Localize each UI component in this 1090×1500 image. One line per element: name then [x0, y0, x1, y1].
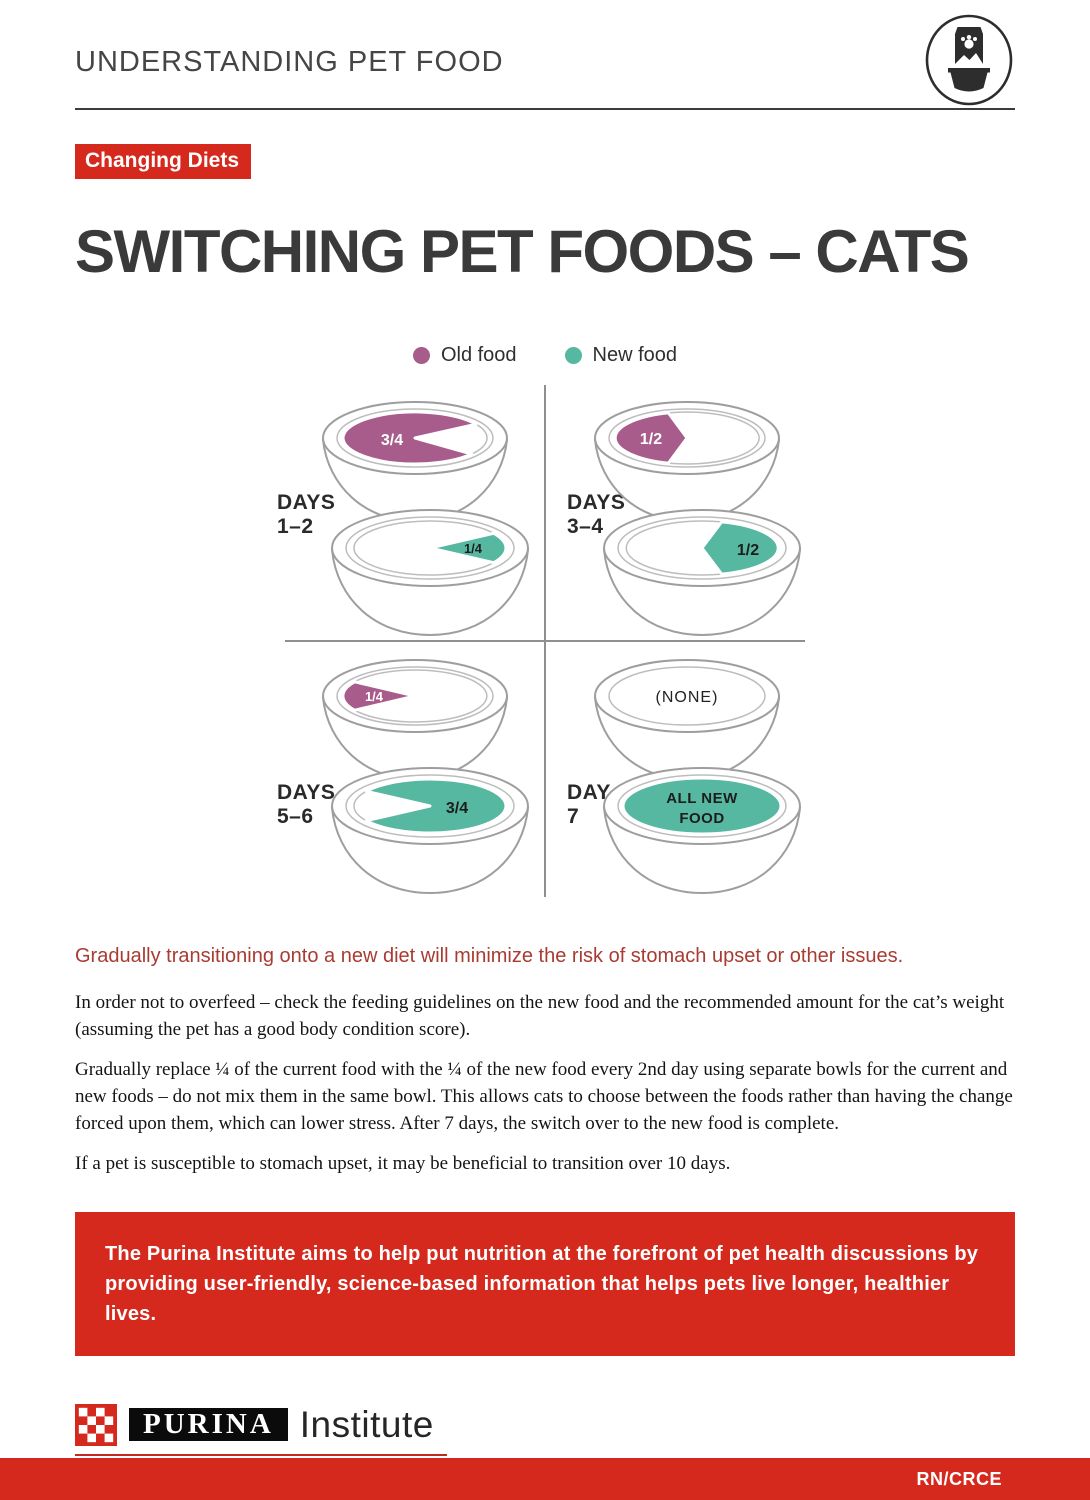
old-food-portion	[341, 410, 478, 466]
legend-old-label: Old food	[440, 344, 517, 366]
section-badge: Changing Diets	[75, 144, 252, 179]
quadrant-days-5-6: DAYS 5–6 1/4	[273, 641, 545, 899]
footer-bar: RN/CRCE	[0, 1458, 1090, 1500]
quadrant-label: DAYS 5–6	[277, 781, 336, 829]
old-food-bowl: 1/2	[593, 401, 781, 523]
body-text: In order not to overfeed – check the fee…	[75, 990, 1015, 1178]
paragraph-3: If a pet is susceptible to stomach upset…	[75, 1152, 731, 1174]
new-food-portion	[700, 520, 780, 576]
legend-new-food: New food	[564, 344, 678, 367]
quadrant-label: DAYS 1–2	[277, 491, 336, 539]
purina-wordmark: PURINA	[129, 1408, 288, 1442]
quadrant-days-3-4: DAYS 3–4 1/2	[545, 383, 817, 641]
mission-banner: The Purina Institute aims to help put nu…	[75, 1211, 1015, 1356]
header: UNDERSTANDING PET FOOD	[75, 0, 1015, 108]
logo-divider	[75, 1453, 447, 1456]
pet-food-bag-and-bowl-icon	[923, 13, 1015, 112]
old-food-bowl: (NONE)	[593, 659, 781, 781]
portion-value: 1/2	[737, 542, 759, 559]
new-food-bowl: 1/4	[330, 509, 530, 637]
portion-value: (NONE)	[656, 689, 719, 706]
legend: Old food New food	[75, 344, 1015, 367]
old-food-bowl: 3/4	[321, 401, 509, 523]
portion-value-line2: FOOD	[679, 810, 724, 827]
header-divider	[75, 108, 1015, 110]
highlight-sentence: Gradually transitioning onto a new diet …	[75, 945, 904, 967]
new-food-bowl: ALL NEW FOOD	[602, 767, 802, 895]
old-food-bowl: 1/4	[321, 659, 509, 781]
institute-wordmark: Institute	[299, 1403, 434, 1445]
main-title: SWITCHING PET FOODS – CATS	[75, 218, 970, 285]
legend-new-label: New food	[592, 344, 678, 366]
old-food-portion	[613, 411, 689, 465]
quadrant-label: DAYS 3–4	[567, 491, 626, 539]
new-food-portion	[621, 776, 783, 836]
page-title: UNDERSTANDING PET FOOD	[75, 45, 504, 78]
legend-old-food: Old food	[412, 344, 517, 367]
new-food-portion	[428, 531, 508, 565]
new-food-bowl: 1/2	[602, 509, 802, 637]
portion-value: 3/4	[446, 800, 468, 817]
quadrant-days-1-2: DAYS 1–2 3/4	[273, 383, 545, 641]
new-food-portion	[364, 777, 508, 835]
new-food-dot-icon	[564, 347, 582, 364]
horizontal-divider	[285, 640, 805, 642]
portion-value: 1/4	[464, 541, 483, 556]
quadrant-label: DAY 7	[567, 781, 611, 829]
portion-value: 1/2	[640, 431, 662, 448]
new-food-bowl: 3/4	[330, 767, 530, 895]
portion-value: 1/4	[365, 689, 384, 704]
quadrant-day-7: DAY 7 (NONE) ALL NEW	[545, 641, 817, 899]
portion-value-line1: ALL NEW	[666, 790, 738, 807]
old-food-dot-icon	[412, 347, 430, 364]
portion-value: 3/4	[381, 432, 403, 449]
purina-checkerboard-icon	[75, 1403, 117, 1446]
paragraph-1: In order not to overfeed – check the fee…	[75, 992, 1005, 1040]
paragraph-2: Gradually replace ¼ of the current food …	[75, 1058, 1013, 1134]
transition-diagram: DAYS 1–2 3/4	[273, 383, 817, 899]
old-food-portion	[341, 680, 417, 712]
